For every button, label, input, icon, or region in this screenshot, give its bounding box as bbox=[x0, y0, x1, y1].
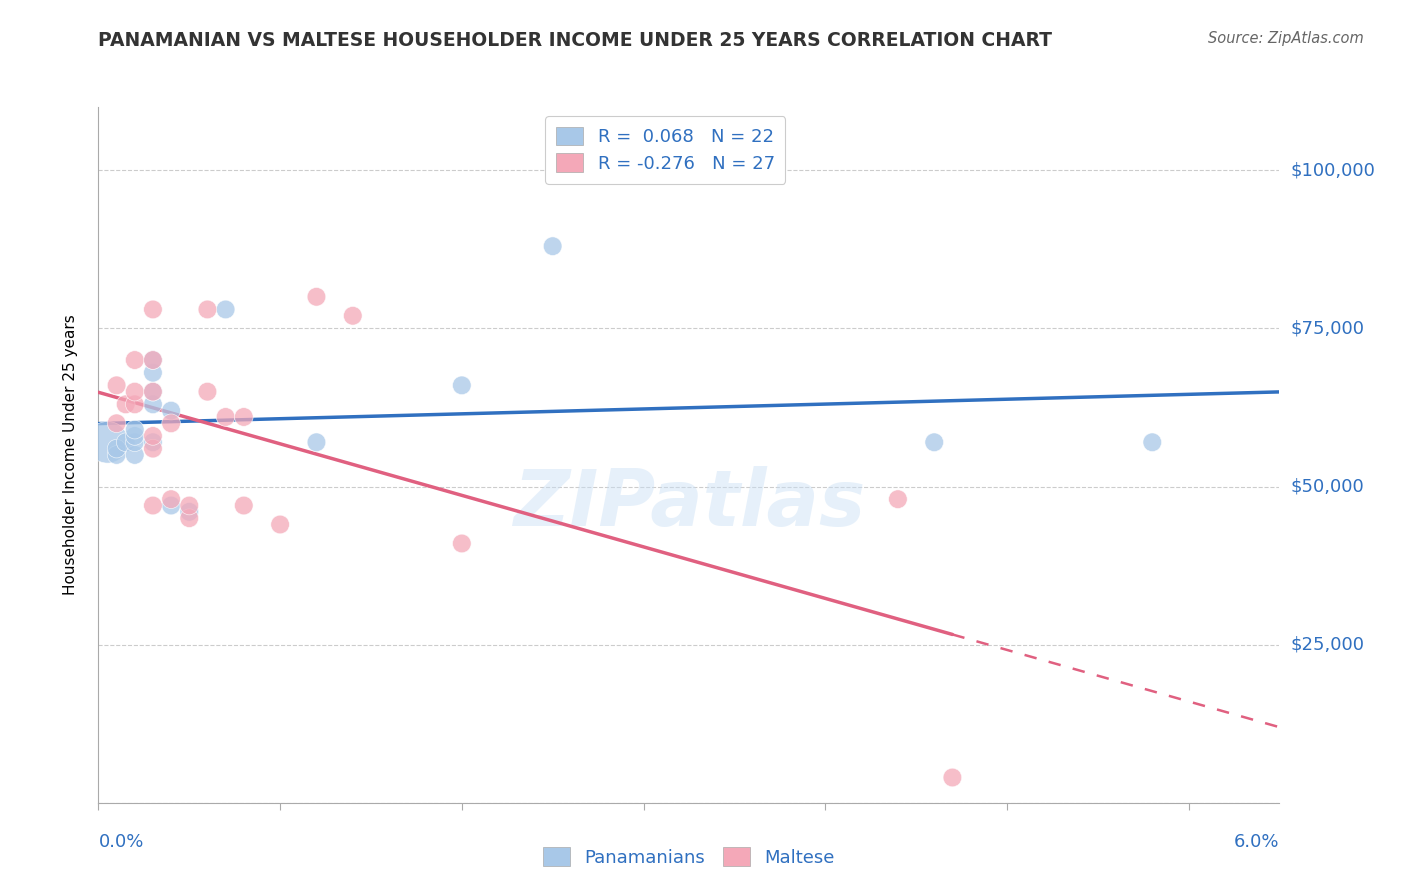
Point bbox=[142, 499, 165, 513]
Point bbox=[214, 409, 236, 424]
Point bbox=[179, 499, 201, 513]
Point bbox=[541, 239, 564, 253]
Point bbox=[305, 290, 328, 304]
Point bbox=[269, 517, 291, 532]
Point bbox=[450, 536, 472, 550]
Point bbox=[114, 397, 136, 411]
Point bbox=[142, 435, 165, 450]
Legend: Panamanians, Maltese: Panamanians, Maltese bbox=[536, 840, 842, 874]
Text: 6.0%: 6.0% bbox=[1234, 833, 1279, 851]
Point bbox=[142, 353, 165, 368]
Point bbox=[105, 442, 128, 456]
Point bbox=[124, 384, 146, 399]
Point bbox=[887, 492, 910, 507]
Point bbox=[160, 403, 183, 417]
Point bbox=[142, 442, 165, 456]
Point bbox=[1142, 435, 1164, 450]
Point bbox=[197, 384, 219, 399]
Point bbox=[305, 435, 328, 450]
Point bbox=[142, 366, 165, 380]
Text: ZIPatlas: ZIPatlas bbox=[513, 466, 865, 541]
Point bbox=[197, 302, 219, 317]
Point bbox=[124, 397, 146, 411]
Point bbox=[124, 353, 146, 368]
Point bbox=[232, 499, 254, 513]
Y-axis label: Householder Income Under 25 years: Householder Income Under 25 years bbox=[63, 315, 77, 595]
Point bbox=[96, 435, 118, 450]
Point bbox=[124, 429, 146, 443]
Point bbox=[179, 511, 201, 525]
Text: Source: ZipAtlas.com: Source: ZipAtlas.com bbox=[1208, 31, 1364, 46]
Point bbox=[142, 353, 165, 368]
Point bbox=[922, 435, 945, 450]
Point bbox=[142, 397, 165, 411]
Point bbox=[232, 409, 254, 424]
Point bbox=[214, 302, 236, 317]
Point bbox=[124, 435, 146, 450]
Text: PANAMANIAN VS MALTESE HOUSEHOLDER INCOME UNDER 25 YEARS CORRELATION CHART: PANAMANIAN VS MALTESE HOUSEHOLDER INCOME… bbox=[98, 31, 1053, 50]
Point bbox=[124, 423, 146, 437]
Point bbox=[142, 384, 165, 399]
Point bbox=[160, 492, 183, 507]
Point bbox=[142, 429, 165, 443]
Text: $25,000: $25,000 bbox=[1291, 636, 1365, 654]
Point bbox=[941, 771, 963, 785]
Text: $100,000: $100,000 bbox=[1291, 161, 1375, 179]
Text: $50,000: $50,000 bbox=[1291, 477, 1364, 496]
Point bbox=[114, 435, 136, 450]
Point bbox=[160, 417, 183, 431]
Point bbox=[105, 417, 128, 431]
Point bbox=[450, 378, 472, 392]
Point bbox=[124, 448, 146, 462]
Point bbox=[105, 378, 128, 392]
Text: 0.0%: 0.0% bbox=[98, 833, 143, 851]
Point bbox=[179, 505, 201, 519]
Point bbox=[160, 499, 183, 513]
Text: $75,000: $75,000 bbox=[1291, 319, 1365, 337]
Point bbox=[342, 309, 364, 323]
Point bbox=[142, 384, 165, 399]
Point bbox=[142, 302, 165, 317]
Point bbox=[105, 448, 128, 462]
